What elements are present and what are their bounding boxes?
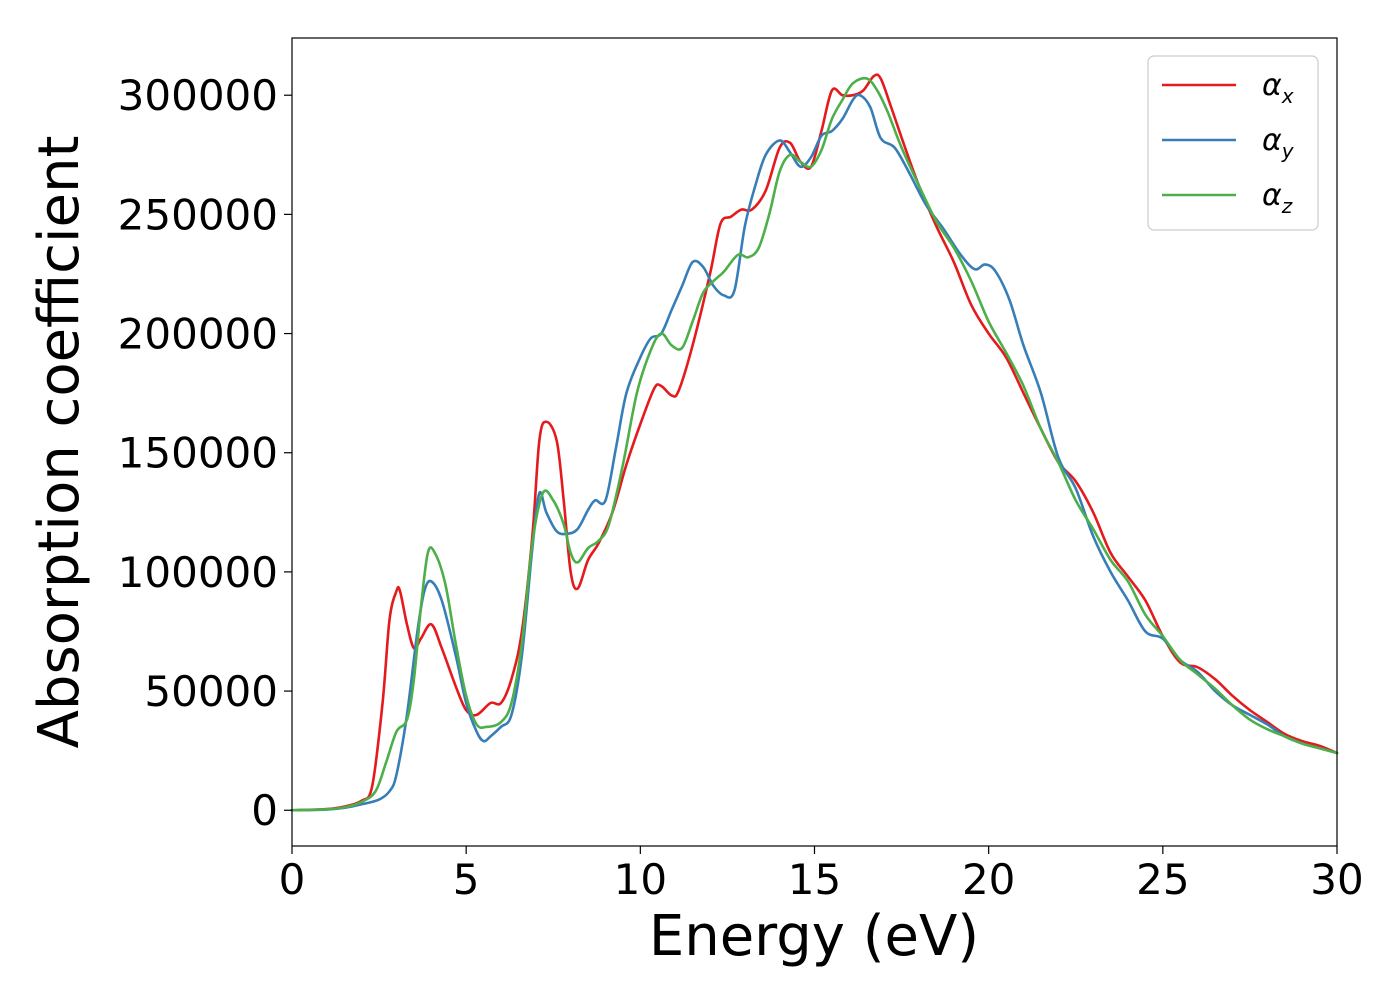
y-tick-label: 150000	[118, 429, 278, 478]
legend: αx αy αz	[1147, 55, 1319, 231]
legend-box	[1147, 55, 1319, 231]
legend-label-z: αz	[1262, 178, 1293, 218]
series-line-z	[290, 76, 1339, 812]
series-layer	[290, 73, 1339, 812]
x-axis-label: Energy (eV)	[649, 904, 979, 969]
x-axis-ticks: 0 5 10 15 20 25 30	[279, 846, 1364, 904]
y-tick-label: 100000	[118, 548, 278, 597]
x-tick-label: 30	[1310, 855, 1363, 904]
x-tick-label: 5	[453, 855, 480, 904]
x-tick-label: 20	[962, 855, 1015, 904]
y-tick-label: 0	[251, 786, 278, 835]
y-axis-label: Absorption coefficient	[27, 136, 92, 749]
y-tick-label: 200000	[118, 310, 278, 359]
x-tick-label: 15	[788, 855, 841, 904]
y-tick-label: 250000	[118, 190, 278, 239]
x-tick-label: 0	[279, 855, 306, 904]
x-tick-label: 25	[1136, 855, 1189, 904]
series-line-y	[290, 93, 1339, 812]
y-tick-label: 50000	[144, 667, 278, 716]
legend-label-x: αx	[1262, 68, 1294, 108]
series-line-x	[290, 73, 1339, 812]
y-axis-ticks: 0 50000 100000 150000 200000 250000 300000	[118, 71, 292, 835]
y-tick-label: 300000	[118, 71, 278, 120]
x-tick-label: 10	[614, 855, 667, 904]
legend-label-y: αy	[1262, 123, 1295, 163]
